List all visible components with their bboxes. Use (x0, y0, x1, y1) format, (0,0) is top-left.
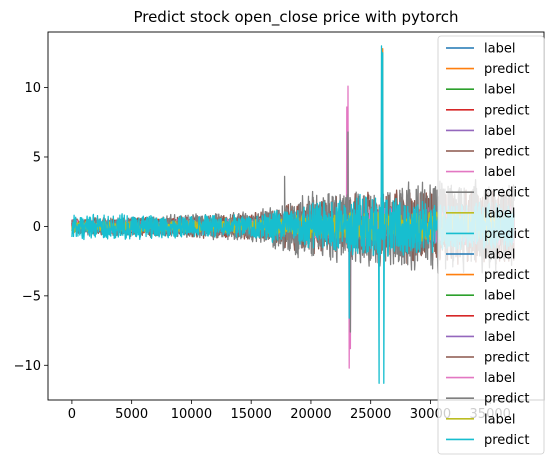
legend: label predict label predict label predict labe… (437, 35, 545, 455)
chart-title: Predict stock open_close price with pyto… (133, 8, 458, 27)
x-tick-label: 5000 (115, 407, 148, 422)
legend-entry: label (484, 206, 515, 221)
x-tick-label: 25000 (350, 407, 391, 422)
legend-entry: label (484, 330, 515, 345)
x-tick-label: 10000 (171, 407, 212, 422)
legend-entry: predict (484, 392, 529, 407)
legend-entry: label (484, 83, 515, 98)
legend-entry: predict (484, 433, 529, 448)
legend-entry: predict (484, 227, 529, 242)
legend-entry: label (484, 124, 515, 139)
y-tick-label: 0 (33, 220, 41, 235)
legend-entry: predict (484, 145, 529, 160)
legend-box (437, 35, 545, 455)
legend-entry: predict (484, 351, 529, 366)
legend-entry: predict (484, 62, 529, 77)
legend-entry: label (484, 412, 515, 427)
legend-entry: label (484, 165, 515, 180)
y-tick-label: −10 (14, 359, 41, 374)
legend-entry: label (484, 289, 515, 304)
x-tick-label: 0 (68, 407, 76, 422)
legend-entry: predict (484, 186, 529, 201)
legend-entry: label (484, 42, 515, 57)
y-axis: −10 −5 0 5 10 (14, 81, 48, 374)
legend-entry: predict (484, 309, 529, 324)
x-tick-label: 15000 (231, 407, 272, 422)
legend-entry: label (484, 371, 515, 386)
legend-entry: predict (484, 103, 529, 118)
y-tick-label: 10 (24, 81, 41, 96)
y-tick-label: −5 (22, 289, 41, 304)
legend-entry: label (484, 248, 515, 263)
legend-entry: predict (484, 268, 529, 283)
x-tick-label: 20000 (290, 407, 331, 422)
y-tick-label: 5 (33, 150, 41, 165)
